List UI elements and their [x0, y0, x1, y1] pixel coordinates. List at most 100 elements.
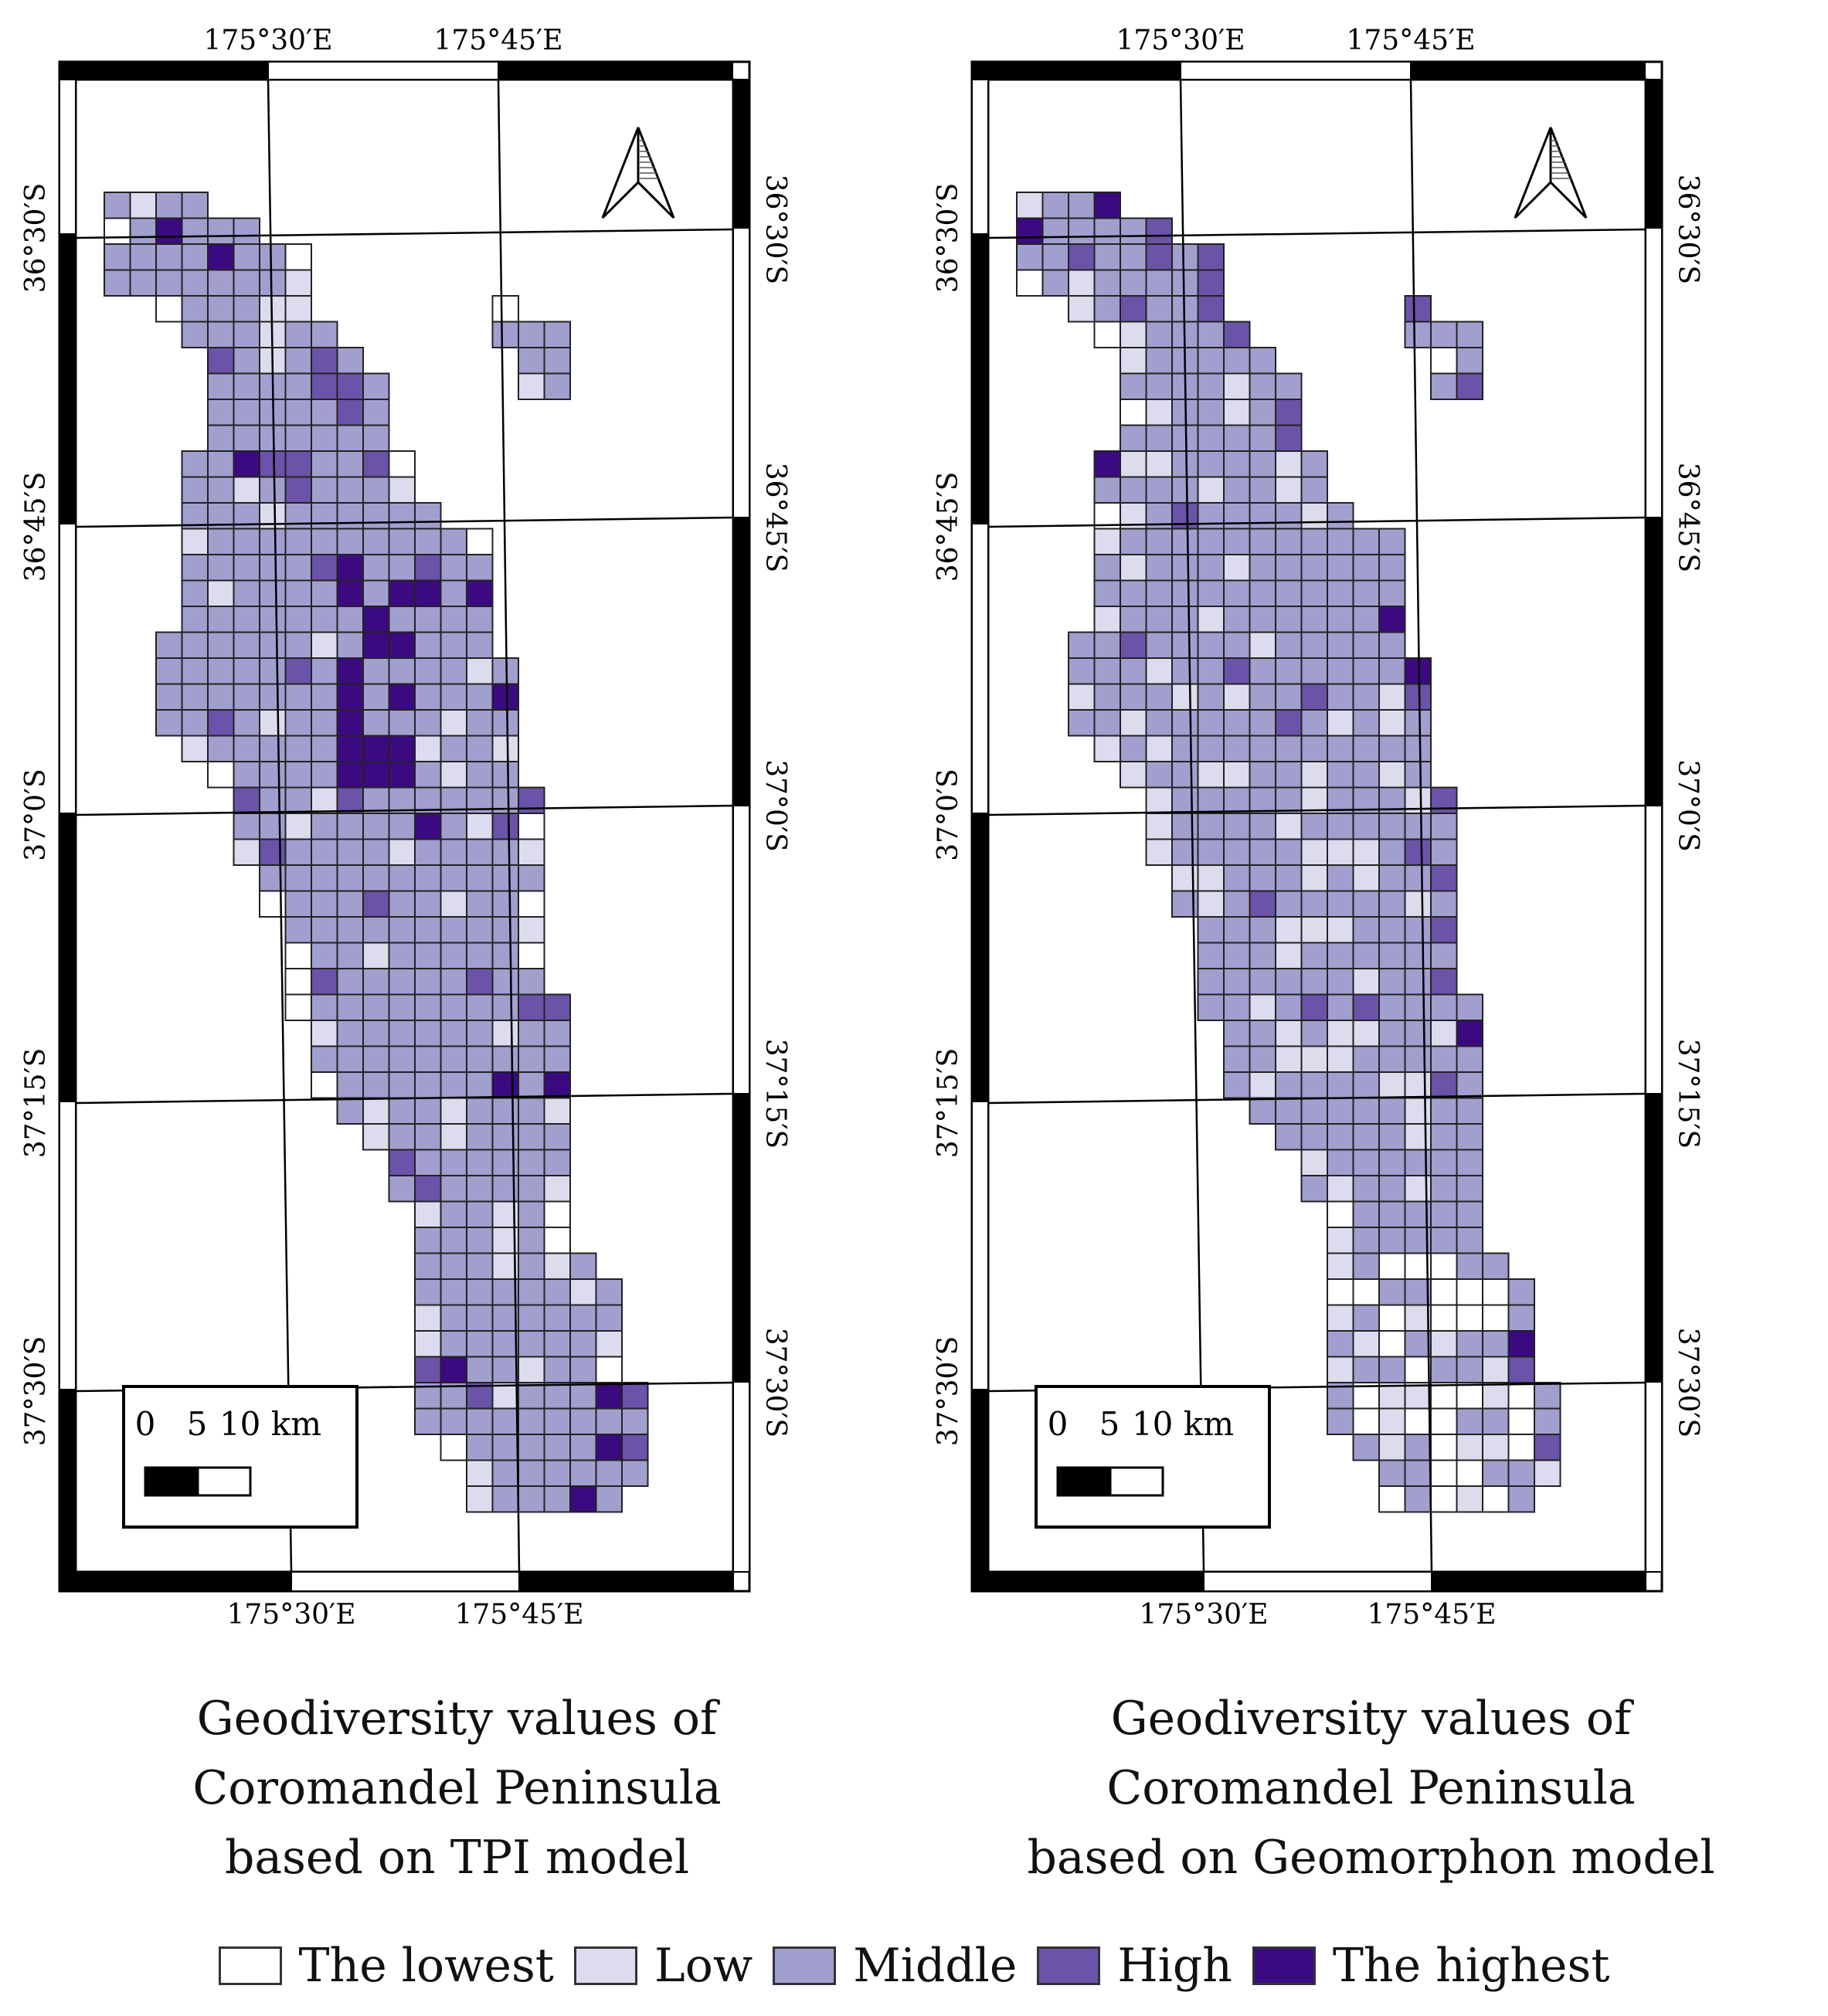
grid-cell — [440, 1097, 467, 1125]
grid-cell — [414, 1045, 442, 1073]
grid-cell — [595, 1356, 623, 1383]
grid-cell — [1145, 838, 1173, 866]
grid-cell — [1352, 813, 1380, 840]
grid-cell — [569, 1304, 597, 1332]
grid-cell — [1404, 683, 1432, 711]
grid-cell — [1068, 631, 1096, 659]
grid-cell — [155, 192, 183, 219]
grid-cell — [1456, 1097, 1483, 1125]
grid-cell — [336, 761, 364, 789]
grid-cell — [1223, 1045, 1251, 1073]
grid-cell — [1327, 916, 1354, 944]
grid-cell — [388, 657, 416, 685]
lon-label-top: 175°30′E — [1116, 25, 1245, 56]
grid-cell — [311, 631, 338, 659]
grid-cell — [233, 606, 260, 633]
grid-cell — [129, 243, 157, 271]
grid-cell — [284, 657, 312, 685]
grid-cell — [207, 528, 235, 555]
grid-cell — [1456, 347, 1483, 375]
grid-cell — [1120, 243, 1147, 271]
lat-label-left: 36°30′S — [20, 183, 52, 293]
grid-cell — [1197, 993, 1225, 1021]
grid-cell — [1223, 579, 1251, 607]
grid-cell — [1456, 1304, 1483, 1332]
grid-cell — [518, 1020, 545, 1047]
grid-cell — [621, 1407, 649, 1435]
grid-cell — [336, 450, 364, 478]
grid-cell — [1327, 528, 1354, 555]
lon-label-top: 175°30′E — [204, 25, 333, 56]
grid-cell — [259, 476, 287, 504]
grid-cell — [207, 450, 235, 478]
grid-cell — [233, 554, 260, 582]
grid-cell — [569, 1356, 597, 1383]
grid-cell — [518, 1175, 545, 1203]
grid-cell — [155, 269, 183, 297]
grid-cell — [440, 1330, 467, 1358]
grid-cell — [155, 683, 183, 711]
grid-cell — [1223, 709, 1251, 737]
grid-cell — [207, 243, 235, 271]
grid-cell — [1223, 993, 1251, 1021]
grid-cell — [388, 606, 416, 633]
lat-label-right: 37°15′S — [1672, 1039, 1704, 1149]
grid-cell — [518, 372, 545, 400]
grid-cell — [414, 838, 442, 866]
grid-cell — [1404, 1020, 1432, 1047]
grid-cell — [1456, 1175, 1483, 1203]
grid-cell — [1120, 295, 1147, 323]
grid-cell — [1093, 321, 1121, 348]
grid-cell — [1145, 606, 1173, 633]
grid-cell — [1068, 683, 1096, 711]
grid-cell — [1171, 683, 1199, 711]
grid-cell — [1404, 1278, 1432, 1306]
grid-cell — [362, 554, 390, 582]
grid-cell — [1327, 631, 1354, 659]
grid-cell — [491, 1407, 519, 1435]
grid-cell — [491, 993, 519, 1021]
grid-cell — [518, 1149, 545, 1176]
grid-cell — [207, 606, 235, 633]
grid-cell — [1404, 735, 1432, 762]
grid-cell — [181, 709, 209, 737]
grid-cell — [414, 942, 442, 969]
grid-cell — [414, 1356, 442, 1383]
grid-cell — [259, 735, 287, 762]
grid-cell — [336, 476, 364, 504]
grid-cell — [414, 1020, 442, 1047]
grid-cell — [1041, 192, 1069, 219]
grid-cell — [284, 735, 312, 762]
grid-cell — [518, 1045, 545, 1073]
grid-cell — [388, 1123, 416, 1151]
grid-cell — [311, 1020, 338, 1047]
grid-cell — [336, 709, 364, 737]
legend-swatch-low — [573, 1946, 637, 1985]
grid-cell — [1197, 813, 1225, 840]
grid-cell — [1404, 1330, 1432, 1358]
grid-cell — [233, 476, 260, 504]
grid-cell — [1378, 1071, 1406, 1099]
grid-cell — [1404, 968, 1432, 996]
grid-cell — [388, 709, 416, 737]
grid-cell — [336, 631, 364, 659]
grid-cell — [543, 1200, 571, 1228]
grid-cell — [466, 735, 494, 762]
grid-cell — [1430, 1304, 1458, 1332]
grid-cell — [440, 1149, 467, 1176]
grid-cell — [233, 269, 260, 297]
grid-cell — [1507, 1278, 1535, 1306]
grid-cell — [233, 709, 260, 737]
scale-tick-label: 0 — [135, 1405, 156, 1443]
grid-cell — [362, 606, 390, 633]
grid-cell — [1378, 1227, 1406, 1254]
grid-cell — [1249, 450, 1276, 478]
grid-cell — [518, 1123, 545, 1151]
grid-cell — [1430, 1252, 1458, 1280]
grid-cell — [207, 321, 235, 348]
grid-cell — [1223, 968, 1251, 996]
grid-cell — [259, 786, 287, 814]
grid-cell — [181, 631, 209, 659]
grid-cell — [1275, 993, 1303, 1021]
grid-cell — [259, 606, 287, 633]
